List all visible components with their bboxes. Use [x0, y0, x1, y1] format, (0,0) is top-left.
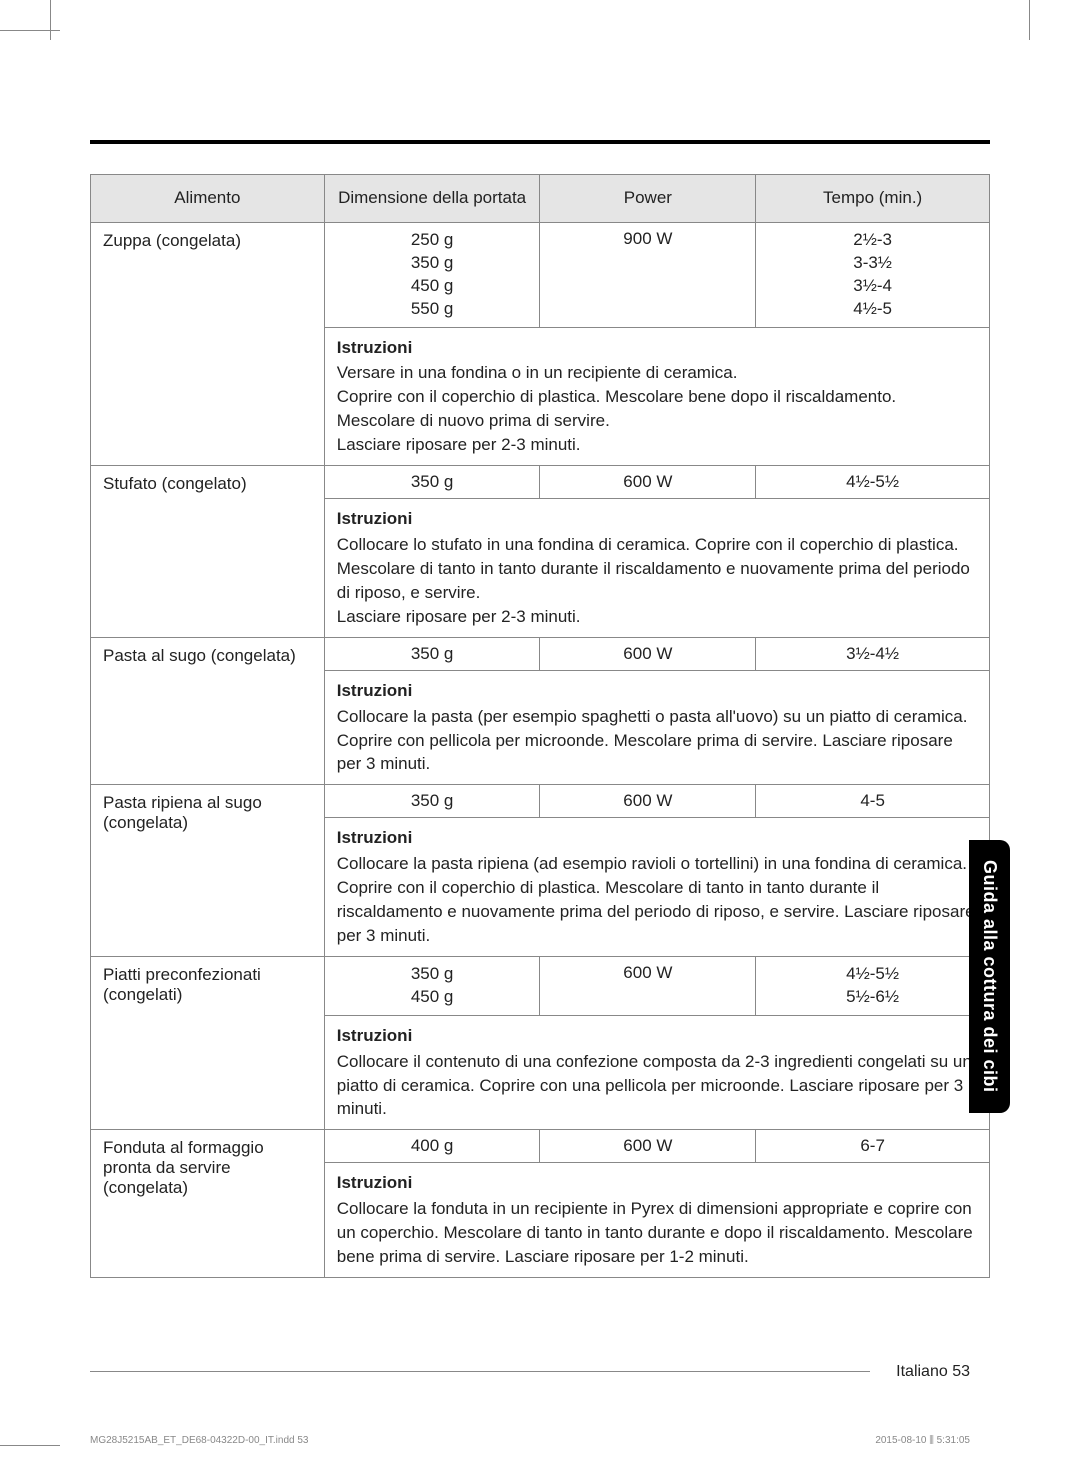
time-cell: 4½-5½5½-6½	[756, 956, 990, 1015]
time-cell: 4-5	[756, 785, 990, 818]
instruction-text: Collocare la fonduta in un recipiente in…	[337, 1199, 973, 1266]
instruction-label: Istruzioni	[337, 336, 977, 360]
portion-cell: 250 g350 g450 g550 g	[324, 222, 540, 327]
time-cell: 2½-33-3½3½-44½-5	[756, 222, 990, 327]
portion-cell: 350 g	[324, 637, 540, 670]
power-cell: 600 W	[540, 637, 756, 670]
col-tempo: Tempo (min.)	[756, 175, 990, 223]
power-cell: 900 W	[540, 222, 756, 327]
instruction-cell: Istruzioni Collocare la pasta ripiena (a…	[324, 818, 989, 957]
footer-rule	[90, 1371, 870, 1372]
instruction-text: Collocare la pasta ripiena (ad esempio r…	[337, 854, 975, 945]
instruction-text: Versare in una fondina o in un recipient…	[337, 363, 896, 454]
food-cell: Fonduta al formaggio pronta da servire (…	[91, 1130, 325, 1278]
cooking-table: Alimento Dimensione della portata Power …	[90, 174, 990, 1278]
power-cell: 600 W	[540, 785, 756, 818]
power-cell: 600 W	[540, 1130, 756, 1163]
instruction-cell: Istruzioni Collocare la fonduta in un re…	[324, 1163, 989, 1278]
instruction-label: Istruzioni	[337, 826, 977, 850]
instruction-text: Collocare lo stufato in una fondina di c…	[337, 535, 970, 626]
food-cell: Zuppa (congelata)	[91, 222, 325, 465]
crop-mark	[1029, 0, 1030, 40]
crop-mark	[0, 30, 60, 31]
food-cell: Pasta ripiena al sugo (congelata)	[91, 785, 325, 957]
food-cell: Pasta al sugo (congelata)	[91, 637, 325, 785]
power-cell: 600 W	[540, 956, 756, 1015]
power-cell: 600 W	[540, 466, 756, 499]
content: Alimento Dimensione della portata Power …	[60, 174, 1020, 1278]
top-divider	[90, 140, 990, 144]
time-cell: 6-7	[756, 1130, 990, 1163]
portion-cell: 350 g450 g	[324, 956, 540, 1015]
instruction-cell: Istruzioni Versare in una fondina o in u…	[324, 327, 989, 466]
food-cell: Piatti preconfezionati (congelati)	[91, 956, 325, 1129]
side-tab: Guida alla cottura dei cibi	[969, 840, 1010, 1113]
print-filename: MG28J5215AB_ET_DE68-04322D-00_IT.indd 53	[90, 1435, 308, 1446]
crop-mark	[50, 0, 51, 40]
instruction-cell: Istruzioni Collocare lo stufato in una f…	[324, 499, 989, 638]
crop-mark	[0, 1445, 60, 1446]
portion-cell: 350 g	[324, 785, 540, 818]
instruction-cell: Istruzioni Collocare la pasta (per esemp…	[324, 670, 989, 785]
instruction-label: Istruzioni	[337, 507, 977, 531]
time-cell: 4½-5½	[756, 466, 990, 499]
col-alimento: Alimento	[91, 175, 325, 223]
col-dimensione: Dimensione della portata	[324, 175, 540, 223]
portion-cell: 350 g	[324, 466, 540, 499]
food-cell: Stufato (congelato)	[91, 466, 325, 638]
instruction-text: Collocare la pasta (per esempio spaghett…	[337, 707, 968, 774]
portion-cell: 400 g	[324, 1130, 540, 1163]
instruction-cell: Istruzioni Collocare il contenuto di una…	[324, 1015, 989, 1130]
page-footer: Italiano 53	[896, 1363, 970, 1381]
time-cell: 3½-4½	[756, 637, 990, 670]
print-timestamp: 2015-08-10 ⫼ 5:31:05	[875, 1435, 970, 1446]
instruction-label: Istruzioni	[337, 1024, 977, 1048]
instruction-label: Istruzioni	[337, 1171, 977, 1195]
col-power: Power	[540, 175, 756, 223]
instruction-text: Collocare il contenuto di una confezione…	[337, 1052, 972, 1119]
instruction-label: Istruzioni	[337, 679, 977, 703]
